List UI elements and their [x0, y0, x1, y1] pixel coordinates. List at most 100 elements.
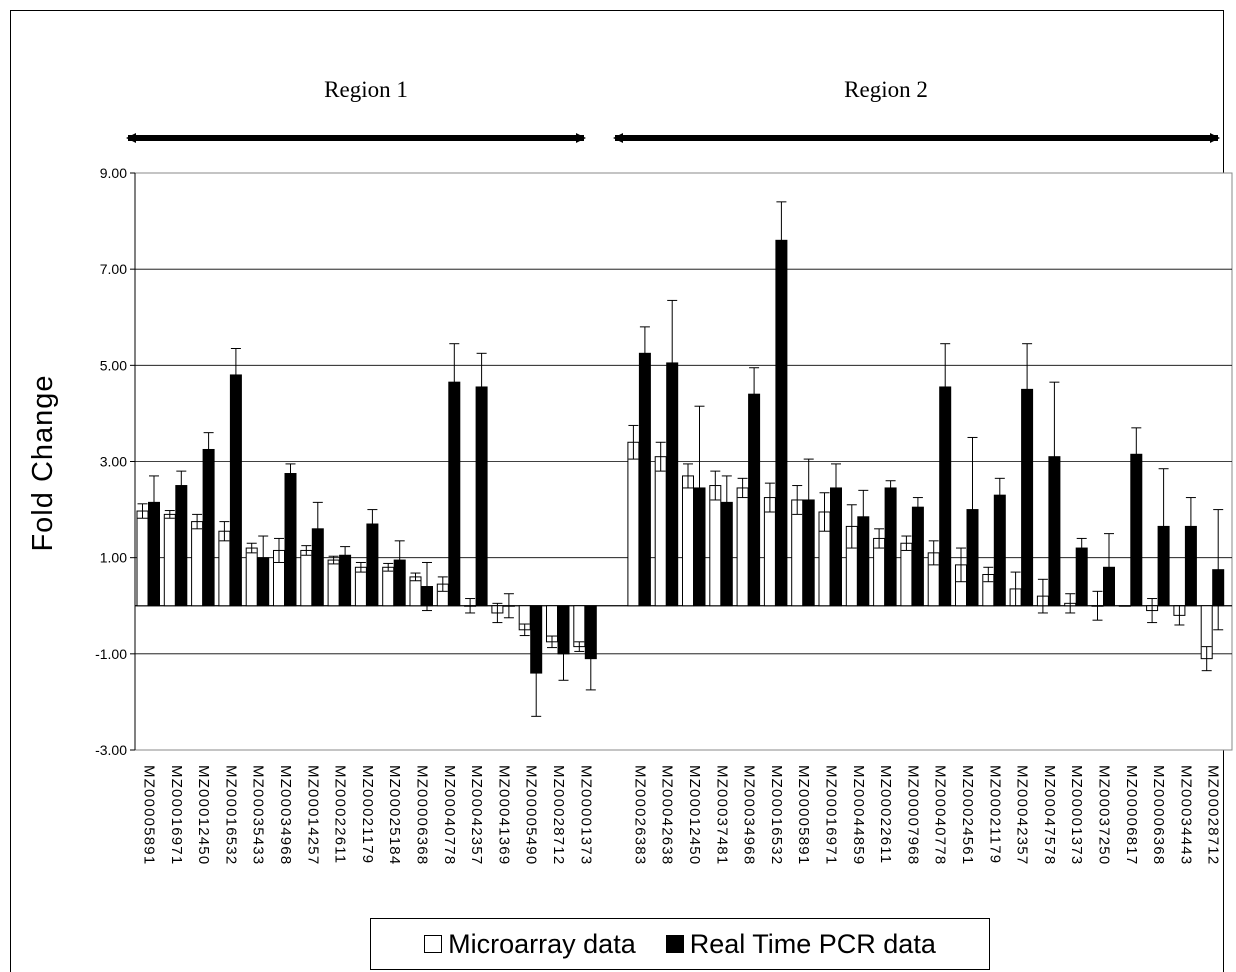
- x-tick-label: MZ00001373: [577, 765, 594, 865]
- error-bar-microarray: [492, 602, 503, 624]
- x-tick-label: MZ00028712: [1205, 765, 1222, 865]
- region-1-indicator: Region 1: [126, 77, 586, 143]
- x-tick-label: MZ00021179: [986, 765, 1003, 864]
- error-bar-pcr: [912, 497, 923, 518]
- error-bar-microarray: [655, 441, 666, 472]
- error-bar-pcr: [885, 480, 896, 496]
- x-tick-label: MZ00037481: [713, 765, 730, 865]
- error-bar-microarray: [628, 424, 639, 460]
- bar-pcr: [229, 374, 242, 607]
- x-tick-label: MZ00042357: [468, 765, 485, 865]
- error-bar-pcr: [503, 593, 514, 619]
- error-bar-microarray: [301, 545, 312, 556]
- error-bar-pcr: [1158, 468, 1169, 585]
- x-tick-label: MZ00006817: [1123, 765, 1140, 865]
- error-bar-microarray: [1010, 571, 1021, 607]
- x-tick-label: MZ00012450: [686, 765, 703, 865]
- error-bar-microarray: [1201, 646, 1212, 672]
- x-tick-label: MZ00041369: [495, 765, 512, 865]
- error-bar-pcr: [1022, 343, 1033, 436]
- x-tick-label: MZ00028712: [550, 765, 567, 865]
- error-bar-microarray: [792, 485, 803, 515]
- error-bar-pcr: [1049, 381, 1060, 532]
- x-tick-label: MZ00025184: [386, 765, 403, 865]
- legend-label-pcr: Real Time PCR data: [689, 928, 936, 959]
- x-tick-label: MZ00006368: [1150, 765, 1167, 865]
- bar-microarray: [682, 475, 694, 607]
- error-bar-microarray: [383, 562, 394, 572]
- error-bar-microarray: [1147, 598, 1158, 624]
- error-bar-pcr: [449, 343, 460, 422]
- error-bar-pcr: [203, 432, 214, 467]
- bar-pcr: [884, 487, 897, 607]
- error-bar-microarray: [1092, 590, 1103, 621]
- y-axis-ticks: 9.00 7.00 5.00 3.00 1.00 -1.00 -3.00: [95, 165, 136, 758]
- bar-microarray: [763, 497, 776, 607]
- x-tick-label: MZ00034443: [1177, 765, 1194, 865]
- bar-microarray: [654, 456, 667, 607]
- error-bar-pcr: [940, 343, 951, 431]
- error-bar-pcr: [1185, 497, 1196, 556]
- error-bar-pcr: [422, 561, 432, 612]
- x-tick-label: MZ00016971: [823, 765, 840, 865]
- error-bar-pcr: [312, 501, 323, 556]
- error-bar-pcr: [994, 477, 1005, 513]
- x-tick-label: MZ00007968: [904, 765, 921, 865]
- error-bar-microarray: [764, 482, 775, 513]
- bar-microarray: [354, 566, 367, 607]
- x-tick-label: MZ00042357: [1014, 765, 1031, 865]
- error-bar-microarray: [465, 598, 476, 614]
- error-bars: [137, 201, 1224, 717]
- plot-area: 9.00 7.00 5.00 3.00 1.00 -1.00 -3.00 MZ0000589…: [95, 165, 1233, 865]
- bar-microarray: [382, 566, 395, 607]
- y-tick-label: -3.00: [95, 742, 127, 758]
- bar-microarray: [736, 487, 749, 607]
- bar-microarray: [709, 485, 722, 607]
- x-tick-label: MZ00016532: [222, 765, 239, 865]
- error-bar-pcr: [721, 475, 732, 530]
- error-bar-microarray: [246, 542, 257, 554]
- error-bar-pcr: [558, 626, 569, 681]
- error-bar-microarray: [574, 641, 585, 652]
- error-bar-pcr: [149, 475, 159, 530]
- error-bar-pcr: [1076, 537, 1087, 559]
- error-bar-microarray: [1037, 578, 1048, 614]
- y-tick-label: 9.00: [100, 165, 127, 181]
- error-bar-microarray: [219, 521, 230, 542]
- error-bar-pcr: [258, 535, 269, 580]
- region-2-label: Region 2: [844, 77, 928, 102]
- x-tick-label: MZ00040778: [932, 765, 949, 865]
- x-tick-label: MZ00006368: [414, 765, 431, 865]
- error-bar-microarray: [874, 528, 885, 549]
- error-bar-pcr: [585, 626, 596, 691]
- bar-pcr: [748, 393, 761, 607]
- error-bar-pcr: [1213, 509, 1224, 631]
- error-bar-pcr: [367, 509, 378, 539]
- error-bar-pcr: [831, 463, 841, 513]
- x-tick-label: MZ00047578: [1041, 765, 1058, 865]
- bar-microarray: [136, 510, 149, 607]
- error-bar-pcr: [340, 546, 351, 565]
- x-tick-label: MZ00040778: [441, 765, 458, 865]
- error-bar-microarray: [846, 504, 857, 549]
- legend: Microarray data Real Time PCR data: [370, 918, 990, 970]
- region-2-indicator: Region 2: [613, 77, 1220, 143]
- region-1-label: Region 1: [324, 77, 408, 102]
- error-bar-microarray: [683, 463, 693, 489]
- legend-item-pcr: Real Time PCR data: [665, 928, 936, 960]
- bar-pcr: [638, 352, 651, 607]
- legend-label-microarray: Microarray data: [448, 928, 636, 959]
- error-bar-microarray: [1065, 593, 1076, 614]
- x-tick-label: MZ00034968: [277, 765, 294, 865]
- x-tick-label: MZ00024561: [959, 765, 976, 865]
- error-bar-microarray: [137, 503, 148, 519]
- bar-microarray: [573, 605, 586, 648]
- y-tick-label: 5.00: [100, 357, 127, 373]
- error-bar-microarray: [737, 477, 748, 499]
- error-bar-pcr: [667, 299, 678, 426]
- bar-pcr: [911, 506, 924, 607]
- bar-pcr: [202, 448, 215, 607]
- error-bar-microarray: [410, 572, 421, 582]
- x-tick-label: MZ00005891: [795, 765, 812, 865]
- legend-item-microarray: Microarray data: [424, 929, 636, 960]
